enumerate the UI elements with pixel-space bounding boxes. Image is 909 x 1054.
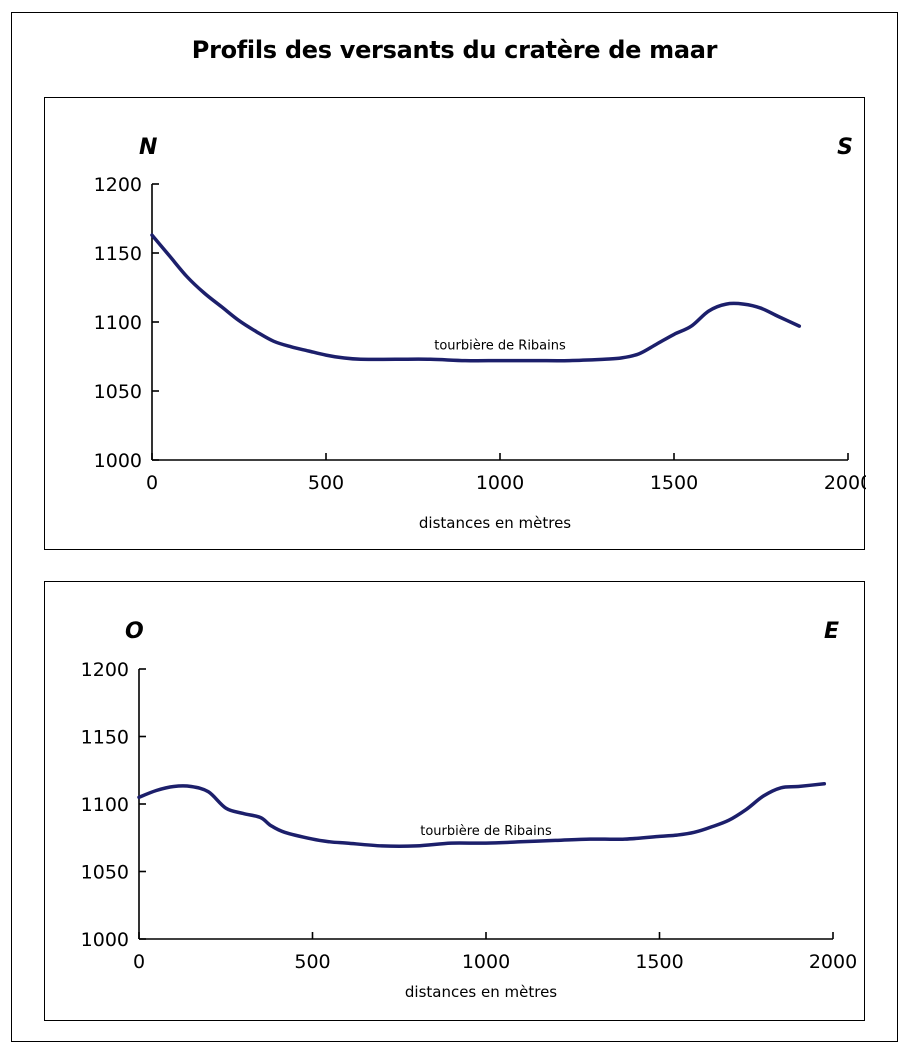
chart-panel-north-south: N S 1000 1050 1100 1150 1200 0 500 1000 1500 2000 di… (44, 97, 866, 550)
direction-right-label: E (824, 619, 839, 644)
x-axis-label: distances en mètres (419, 514, 571, 532)
direction-right-label: S (837, 135, 853, 160)
x-tick-label: 2000 (809, 951, 857, 973)
y-tick-label: 1100 (94, 312, 142, 334)
y-tick-label: 1000 (81, 929, 129, 951)
y-tick-label: 1050 (81, 862, 129, 884)
chart-panel-west-east: O E 1000 1050 1100 1150 1200 0 500 1000 1500 2000 di… (44, 581, 865, 1021)
x-axis-label: distances en mètres (405, 983, 557, 1001)
x-tick-label: 1000 (476, 472, 524, 494)
profile-chart-north-south: N S 1000 1050 1100 1150 1200 0 500 1000 1500 2000 di… (94, 135, 866, 532)
x-tick-label: 0 (133, 951, 145, 973)
y-tick-label: 1150 (81, 727, 129, 749)
x-tick-label: 0 (146, 472, 158, 494)
peat-bog-annotation: tourbière de Ribains (434, 339, 566, 354)
x-tick-label: 500 (294, 951, 330, 973)
x-tick-label: 1500 (650, 472, 698, 494)
y-tick-label: 1050 (94, 381, 142, 403)
direction-left-label: N (139, 135, 157, 160)
y-tick-label: 1200 (81, 659, 129, 681)
x-tick-label: 1500 (635, 951, 683, 973)
profile-chart-west-east: O E 1000 1050 1100 1150 1200 0 500 1000 1500 2000 di… (81, 619, 858, 1001)
profile-line (150, 233, 802, 363)
profile-line (137, 782, 827, 848)
x-tick-label: 1000 (462, 951, 510, 973)
direction-left-label: O (125, 619, 144, 644)
peat-bog-annotation: tourbière de Ribains (420, 824, 552, 839)
y-tick-label: 1100 (81, 794, 129, 816)
x-tick-label: 2000 (824, 472, 866, 494)
page-title: Profils des versants du cratère de maar (191, 36, 718, 64)
y-tick-label: 1200 (94, 174, 142, 196)
y-tick-label: 1000 (94, 450, 142, 472)
x-tick-label: 500 (308, 472, 344, 494)
y-tick-label: 1150 (94, 243, 142, 265)
